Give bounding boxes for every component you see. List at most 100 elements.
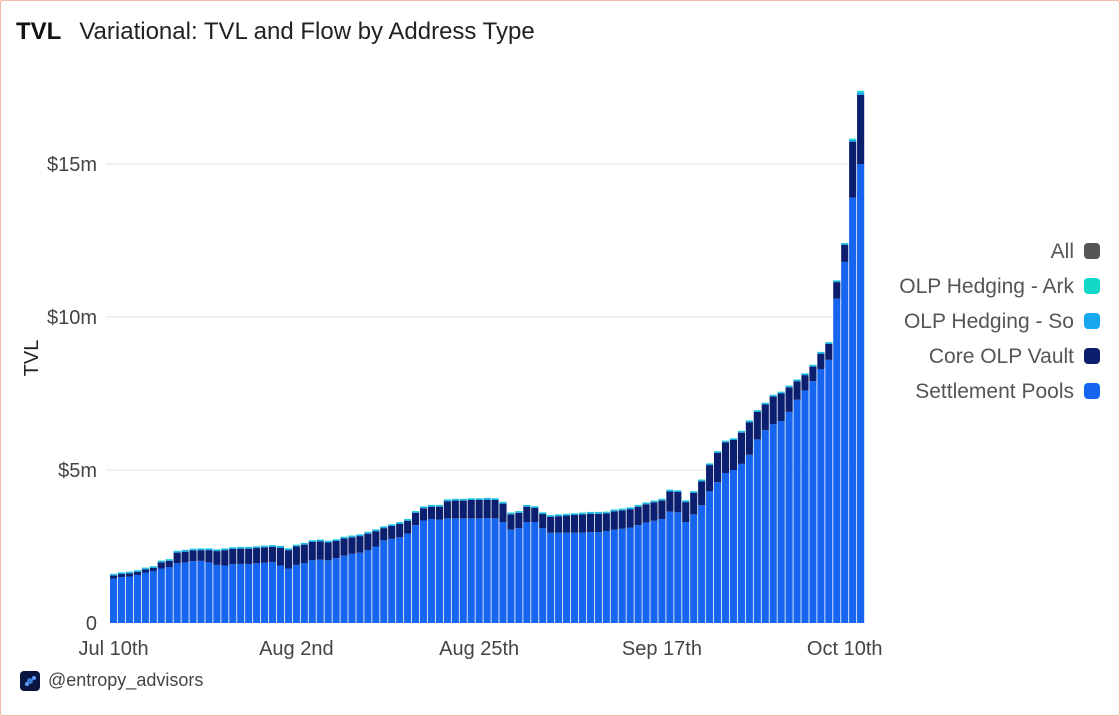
bar-segment-core-olp-vault[interactable] <box>547 516 555 533</box>
bar-segment-core-olp-vault[interactable] <box>507 514 515 530</box>
bar-segment-olp-hedging-so[interactable] <box>459 499 467 501</box>
bar-segment-core-olp-vault[interactable] <box>841 244 849 262</box>
bar-segment-settlement-pools[interactable] <box>547 532 555 623</box>
bar-segment-olp-hedging-so[interactable] <box>237 547 245 549</box>
bar-segment-olp-hedging-ark[interactable] <box>117 572 126 573</box>
bar-segment-olp-hedging-ark[interactable] <box>380 526 388 527</box>
bar-segment-olp-hedging-ark[interactable] <box>785 385 793 387</box>
bar-segment-olp-hedging-ark[interactable] <box>849 138 857 140</box>
bar-segment-settlement-pools[interactable] <box>149 570 157 623</box>
bar-segment-olp-hedging-so[interactable] <box>133 570 141 572</box>
bar-segment-olp-hedging-ark[interactable] <box>213 549 221 550</box>
bar-segment-olp-hedging-ark[interactable] <box>690 491 698 492</box>
bar-segment-olp-hedging-ark[interactable] <box>618 508 626 510</box>
bar-segment-olp-hedging-ark[interactable] <box>475 498 483 499</box>
bar-segment-settlement-pools[interactable] <box>634 525 642 623</box>
bar-segment-core-olp-vault[interactable] <box>690 492 698 515</box>
bar-segment-olp-hedging-ark[interactable] <box>586 511 594 513</box>
bar-segment-settlement-pools[interactable] <box>451 518 459 623</box>
bar-segment-olp-hedging-so[interactable] <box>698 480 706 482</box>
bar-segment-settlement-pools[interactable] <box>110 578 118 623</box>
bar-segment-core-olp-vault[interactable] <box>388 526 396 539</box>
bar-segment-olp-hedging-ark[interactable] <box>761 402 769 404</box>
bar-segment-settlement-pools[interactable] <box>499 522 507 623</box>
bar-segment-olp-hedging-ark[interactable] <box>817 351 825 353</box>
bar-segment-settlement-pools[interactable] <box>276 565 285 623</box>
bar-segment-settlement-pools[interactable] <box>427 518 436 623</box>
bar-segment-settlement-pools[interactable] <box>610 529 618 623</box>
bar-segment-settlement-pools[interactable] <box>229 564 237 623</box>
bar-segment-settlement-pools[interactable] <box>213 564 221 623</box>
bar-segment-core-olp-vault[interactable] <box>682 502 690 523</box>
bar-segment-core-olp-vault[interactable] <box>849 141 857 198</box>
bar-segment-settlement-pools[interactable] <box>380 540 388 623</box>
bar-segment-olp-hedging-so[interactable] <box>737 431 745 433</box>
bar-segment-olp-hedging-ark[interactable] <box>642 502 650 504</box>
bar-segment-core-olp-vault[interactable] <box>563 515 571 533</box>
bar-segment-olp-hedging-ark[interactable] <box>507 512 515 514</box>
bar-segment-olp-hedging-ark[interactable] <box>221 548 229 549</box>
bar-segment-olp-hedging-so[interactable] <box>714 451 722 453</box>
bar-segment-olp-hedging-so[interactable] <box>221 548 229 551</box>
bar-segment-olp-hedging-ark[interactable] <box>555 514 563 515</box>
bar-segment-core-olp-vault[interactable] <box>555 516 563 533</box>
bar-segment-olp-hedging-ark[interactable] <box>173 550 181 552</box>
bar-segment-core-olp-vault[interactable] <box>443 501 451 519</box>
bar-segment-olp-hedging-ark[interactable] <box>682 500 690 501</box>
bar-segment-settlement-pools[interactable] <box>698 505 706 623</box>
bar-segment-olp-hedging-so[interactable] <box>348 536 356 538</box>
bar-segment-olp-hedging-so[interactable] <box>610 510 618 512</box>
bar-segment-core-olp-vault[interactable] <box>292 546 300 565</box>
bar-segment-settlement-pools[interactable] <box>729 470 738 623</box>
bar-segment-core-olp-vault[interactable] <box>364 533 372 551</box>
bar-segment-core-olp-vault[interactable] <box>594 513 602 533</box>
bar-segment-settlement-pools[interactable] <box>284 568 292 623</box>
bar-segment-olp-hedging-ark[interactable] <box>491 498 499 499</box>
bar-segment-core-olp-vault[interactable] <box>793 381 801 400</box>
bar-segment-core-olp-vault[interactable] <box>324 542 332 561</box>
legend-item[interactable]: Core OLP Vault <box>929 345 1100 368</box>
bar-segment-settlement-pools[interactable] <box>570 532 579 623</box>
bar-segment-olp-hedging-ark[interactable] <box>110 573 118 575</box>
bar-segment-settlement-pools[interactable] <box>706 491 714 623</box>
bar-segment-olp-hedging-so[interactable] <box>857 92 865 95</box>
bar-segment-settlement-pools[interactable] <box>769 424 777 623</box>
bar-segment-core-olp-vault[interactable] <box>284 550 292 569</box>
bar-segment-olp-hedging-so[interactable] <box>125 572 134 574</box>
bar-segment-core-olp-vault[interactable] <box>761 404 769 431</box>
bar-segment-olp-hedging-so[interactable] <box>300 543 308 545</box>
bar-segment-olp-hedging-so[interactable] <box>380 526 388 529</box>
bar-segment-core-olp-vault[interactable] <box>666 491 674 512</box>
bar-segment-core-olp-vault[interactable] <box>189 550 197 562</box>
bar-segment-olp-hedging-ark[interactable] <box>237 546 245 548</box>
bar-segment-core-olp-vault[interactable] <box>777 393 785 422</box>
bar-segment-settlement-pools[interactable] <box>491 518 499 623</box>
bar-segment-core-olp-vault[interactable] <box>110 575 118 579</box>
bar-segment-olp-hedging-ark[interactable] <box>245 546 253 548</box>
bar-segment-olp-hedging-ark[interactable] <box>499 501 507 503</box>
bar-segment-settlement-pools[interactable] <box>721 473 730 623</box>
bar-segment-settlement-pools[interactable] <box>714 482 722 623</box>
bar-segment-olp-hedging-ark[interactable] <box>181 549 189 551</box>
bar-segment-core-olp-vault[interactable] <box>642 504 650 523</box>
bar-segment-olp-hedging-ark[interactable] <box>729 438 738 439</box>
bar-segment-olp-hedging-so[interactable] <box>777 392 785 394</box>
bar-segment-olp-hedging-so[interactable] <box>197 548 205 551</box>
bar-segment-core-olp-vault[interactable] <box>356 536 364 553</box>
bar-segment-core-olp-vault[interactable] <box>801 375 809 391</box>
bar-segment-settlement-pools[interactable] <box>348 553 356 623</box>
bar-segment-settlement-pools[interactable] <box>531 522 539 623</box>
bar-segment-olp-hedging-so[interactable] <box>666 490 674 492</box>
bar-segment-olp-hedging-ark[interactable] <box>515 511 523 512</box>
bar-segment-settlement-pools[interactable] <box>745 454 753 623</box>
bar-segment-core-olp-vault[interactable] <box>825 343 833 360</box>
bar-segment-settlement-pools[interactable] <box>737 463 745 623</box>
bar-segment-olp-hedging-so[interactable] <box>435 505 443 507</box>
bar-segment-olp-hedging-so[interactable] <box>721 441 730 443</box>
bar-segment-olp-hedging-so[interactable] <box>706 463 714 466</box>
bar-segment-settlement-pools[interactable] <box>825 359 833 623</box>
bar-segment-olp-hedging-ark[interactable] <box>316 539 324 541</box>
bar-segment-olp-hedging-ark[interactable] <box>578 512 587 514</box>
bar-segment-olp-hedging-ark[interactable] <box>197 548 205 549</box>
bar-segment-settlement-pools[interactable] <box>157 568 165 623</box>
